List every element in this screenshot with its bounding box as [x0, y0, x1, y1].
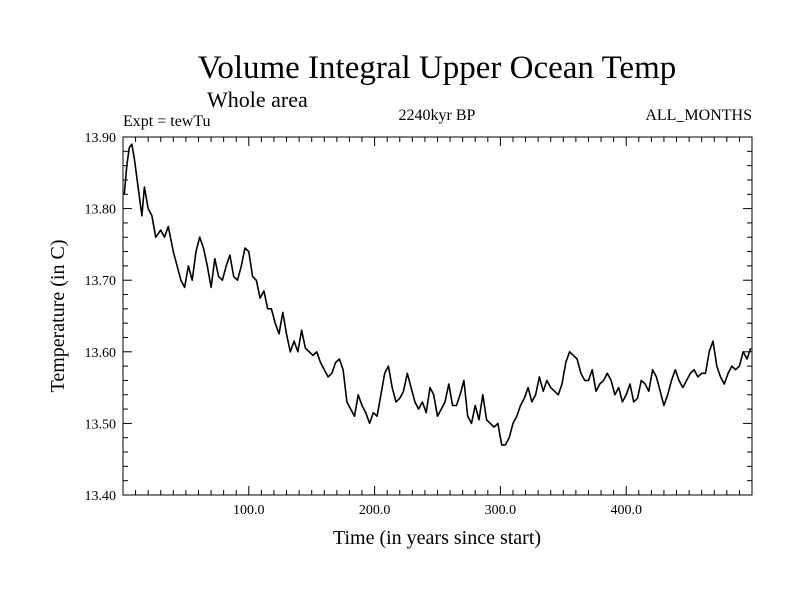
x-tick-label: 200.0	[359, 503, 391, 518]
y-tick-label: 13.50	[85, 417, 117, 432]
temperature-series-line	[123, 143, 752, 446]
x-tick-label: 400.0	[610, 503, 642, 518]
y-tick-label: 13.80	[85, 203, 117, 218]
plot-frame	[122, 136, 753, 496]
experiment-label: Expt = tewTu	[123, 113, 211, 130]
y-axis-label: Temperature (in C)	[47, 240, 69, 393]
x-tick-label: 100.0	[233, 503, 265, 518]
x-tick-label: 300.0	[485, 503, 517, 518]
axis-ticks	[123, 137, 752, 495]
y-tick-label: 13.40	[85, 489, 117, 504]
x-axis-label: Time (in years since start)	[333, 527, 541, 549]
chart-subtitle: Whole area	[207, 87, 308, 112]
y-tick-label: 13.90	[85, 131, 117, 146]
period-label: 2240kyr BP	[399, 107, 476, 124]
y-tick-label: 13.70	[85, 274, 117, 289]
months-label: ALL_MONTHS	[645, 107, 752, 124]
chart-title: Volume Integral Upper Ocean Temp	[198, 50, 676, 86]
axis-tick-labels: 100.0 200.0 300.0 400.0 13.40 13.50 13.60 13.70…	[85, 131, 642, 518]
y-tick-label: 13.60	[85, 346, 117, 361]
